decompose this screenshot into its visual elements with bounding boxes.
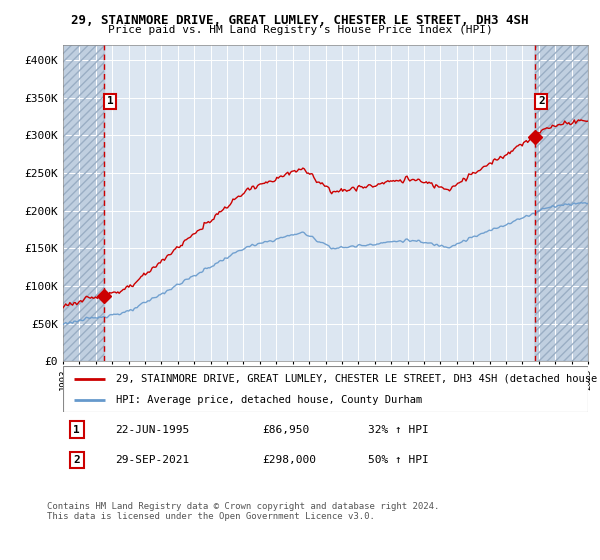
Text: 22-JUN-1995: 22-JUN-1995	[115, 425, 190, 435]
Text: 29-SEP-2021: 29-SEP-2021	[115, 455, 190, 465]
Bar	[535, 45, 588, 361]
Text: 32% ↑ HPI: 32% ↑ HPI	[367, 425, 428, 435]
Text: £86,950: £86,950	[263, 425, 310, 435]
FancyBboxPatch shape	[63, 366, 588, 412]
Text: £298,000: £298,000	[263, 455, 317, 465]
Text: 29, STAINMORE DRIVE, GREAT LUMLEY, CHESTER LE STREET, DH3 4SH (detached house: 29, STAINMORE DRIVE, GREAT LUMLEY, CHEST…	[115, 374, 597, 384]
Bar	[63, 45, 104, 361]
Text: 50% ↑ HPI: 50% ↑ HPI	[367, 455, 428, 465]
Text: 2: 2	[74, 455, 80, 465]
Text: Contains HM Land Registry data © Crown copyright and database right 2024.
This d: Contains HM Land Registry data © Crown c…	[47, 502, 439, 521]
Text: 29, STAINMORE DRIVE, GREAT LUMLEY, CHESTER LE STREET, DH3 4SH: 29, STAINMORE DRIVE, GREAT LUMLEY, CHEST…	[71, 14, 529, 27]
Text: HPI: Average price, detached house, County Durham: HPI: Average price, detached house, Coun…	[115, 395, 422, 405]
Text: 2: 2	[538, 96, 545, 106]
Bar	[535, 45, 588, 361]
Text: 1: 1	[74, 425, 80, 435]
Text: Price paid vs. HM Land Registry's House Price Index (HPI): Price paid vs. HM Land Registry's House …	[107, 25, 493, 35]
Bar	[63, 45, 104, 361]
Text: 1: 1	[107, 96, 113, 106]
